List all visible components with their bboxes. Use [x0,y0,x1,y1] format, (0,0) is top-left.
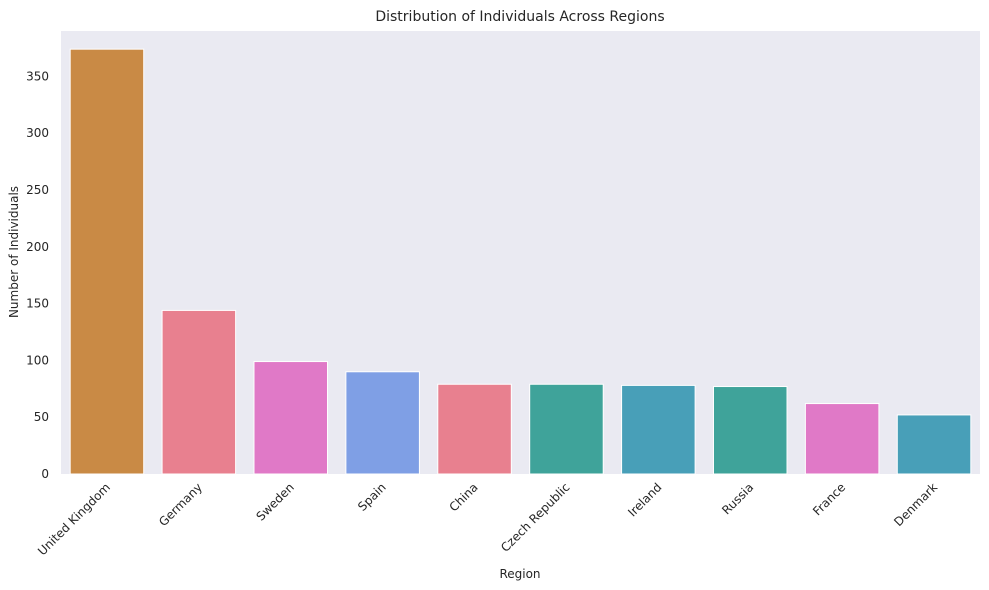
bar-france [804,403,880,475]
bar-germany [161,309,237,475]
y-tick-label: 150 [26,297,49,311]
x-tick-label: Sweden [253,480,296,523]
bars-group [69,48,972,475]
bar-denmark [896,414,972,475]
y-tick-label: 350 [26,69,49,83]
y-axis-title: Number of Individuals [7,186,21,318]
x-tick-label: France [810,480,848,518]
x-tick-label: Russia [719,480,756,517]
x-axis-title: Region [499,567,540,581]
bar-czech-republic [529,383,604,475]
x-tick-label: Germany [156,480,205,529]
y-tick-label: 50 [34,410,49,424]
y-axis-ticks: 0 50 100 150 200 250 300 350 [26,69,49,481]
bar-sweden [253,361,329,475]
bar-united-kingdom [69,48,145,475]
x-tick-label: Czech Republic [498,480,573,555]
x-tick-label: Spain [355,480,389,514]
chart-title: Distribution of Individuals Across Regio… [375,9,664,25]
bar-ireland [621,384,696,475]
bar-spain [345,371,420,475]
x-tick-label: United Kingdom [35,480,113,558]
y-tick-label: 0 [41,467,49,481]
bar-china [437,383,512,475]
y-tick-label: 250 [26,183,49,197]
y-tick-label: 300 [26,126,49,140]
x-axis-ticks: United Kingdom Germany Sweden Spain China Cze… [35,480,940,558]
x-tick-label: China [447,480,481,514]
y-tick-label: 100 [26,353,49,367]
x-tick-label: Ireland [625,480,664,519]
x-tick-label: Denmark [891,480,940,529]
bar-russia [712,386,788,475]
y-tick-label: 200 [26,240,49,254]
